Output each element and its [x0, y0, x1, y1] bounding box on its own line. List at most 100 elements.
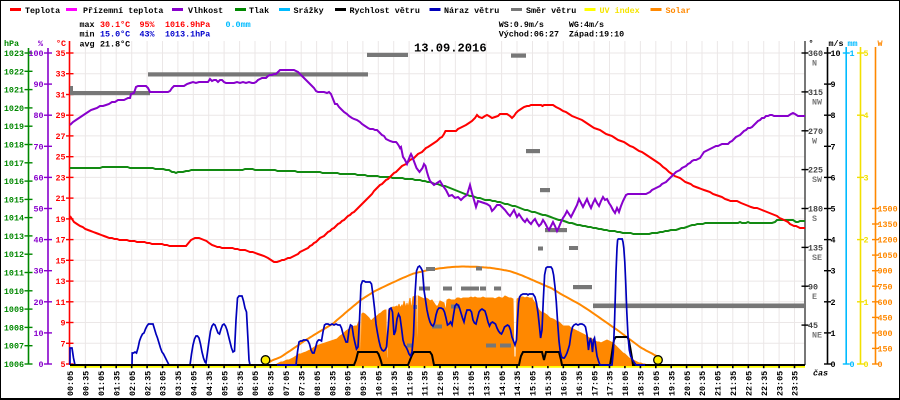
- svg-text:23:35: 23:35: [791, 371, 801, 396]
- svg-text:30: 30: [33, 267, 43, 277]
- svg-text:95%: 95%: [140, 20, 156, 30]
- svg-text:9: 9: [831, 80, 836, 90]
- svg-text:01:35: 01:35: [112, 371, 122, 396]
- svg-text:1018: 1018: [4, 140, 24, 150]
- svg-text:hPa: hPa: [4, 39, 19, 49]
- svg-text:Rychlost větru: Rychlost větru: [350, 6, 420, 16]
- svg-text:1022: 1022: [4, 67, 24, 77]
- svg-text:15: 15: [55, 256, 65, 266]
- svg-text:m/s: m/s: [829, 39, 844, 49]
- svg-text:06:35: 06:35: [267, 371, 277, 396]
- svg-text:17:35: 17:35: [606, 371, 616, 396]
- svg-text:09:05: 09:05: [344, 371, 354, 396]
- svg-text:33: 33: [55, 70, 65, 80]
- svg-text:1014: 1014: [4, 214, 24, 224]
- svg-text:12:05: 12:05: [436, 371, 446, 396]
- svg-text:300: 300: [878, 329, 893, 339]
- svg-text:%: %: [38, 39, 44, 49]
- svg-text:43%: 43%: [140, 30, 156, 40]
- svg-text:2: 2: [864, 236, 869, 246]
- svg-text:W: W: [878, 39, 884, 49]
- svg-text:100: 100: [28, 49, 43, 59]
- svg-text:08:05: 08:05: [313, 371, 323, 396]
- svg-text:20:05: 20:05: [683, 371, 693, 396]
- svg-text:70: 70: [33, 142, 43, 152]
- svg-text:1350: 1350: [878, 220, 898, 230]
- svg-text:900: 900: [878, 267, 893, 277]
- svg-text:UV index: UV index: [600, 6, 640, 16]
- svg-text:02:05: 02:05: [128, 371, 138, 396]
- svg-text:1008: 1008: [4, 323, 24, 333]
- svg-text:60: 60: [33, 173, 43, 183]
- svg-text:Východ:06:27: Východ:06:27: [499, 30, 559, 40]
- svg-text:15:05: 15:05: [529, 371, 539, 396]
- svg-text:4: 4: [831, 236, 836, 246]
- svg-text:360: 360: [808, 49, 823, 59]
- svg-text:27: 27: [55, 132, 65, 142]
- svg-text:Tlak: Tlak: [249, 6, 269, 16]
- svg-text:1500: 1500: [878, 205, 898, 215]
- svg-text:22:05: 22:05: [745, 371, 755, 396]
- svg-text:23:05: 23:05: [775, 371, 785, 396]
- svg-text:0: 0: [864, 360, 869, 370]
- svg-text:750: 750: [878, 282, 893, 292]
- svg-text:25: 25: [55, 153, 65, 163]
- svg-text:NW: NW: [812, 97, 823, 107]
- svg-text:1: 1: [850, 49, 855, 59]
- svg-text:10:35: 10:35: [390, 371, 400, 396]
- svg-text:mm: mm: [848, 39, 858, 49]
- svg-text:1009: 1009: [4, 305, 24, 315]
- svg-text:90: 90: [33, 80, 43, 90]
- svg-text:1006: 1006: [4, 360, 24, 370]
- svg-text:21.8°C: 21.8°C: [100, 39, 130, 49]
- svg-text:Přízemní teplota: Přízemní teplota: [83, 6, 163, 16]
- svg-text:1015: 1015: [4, 195, 24, 205]
- svg-text:01:05: 01:05: [97, 371, 107, 396]
- svg-text:600: 600: [878, 298, 893, 308]
- svg-text:Vlhkost: Vlhkost: [188, 6, 223, 16]
- svg-text:11:35: 11:35: [421, 371, 431, 396]
- svg-text:1023: 1023: [4, 49, 24, 59]
- svg-text:180: 180: [808, 205, 823, 215]
- svg-text:30.1°C: 30.1°C: [100, 20, 130, 30]
- svg-text:E: E: [812, 292, 817, 302]
- svg-text:02:35: 02:35: [143, 371, 153, 396]
- svg-text:11: 11: [55, 298, 65, 308]
- svg-text:WG:4m/s: WG:4m/s: [569, 20, 604, 30]
- svg-text:0.0mm: 0.0mm: [226, 20, 251, 30]
- svg-text:0: 0: [831, 360, 836, 370]
- svg-text:1050: 1050: [878, 251, 898, 261]
- svg-text:16:05: 16:05: [560, 371, 570, 396]
- svg-text:135: 135: [808, 243, 823, 253]
- svg-text:SW: SW: [812, 175, 823, 185]
- svg-text:29: 29: [55, 111, 65, 121]
- svg-text:Teplota: Teplota: [25, 6, 60, 16]
- svg-text:40: 40: [33, 236, 43, 246]
- svg-text:35: 35: [55, 49, 65, 59]
- svg-text:10:05: 10:05: [375, 371, 385, 396]
- svg-text:1: 1: [864, 298, 869, 308]
- svg-text:9: 9: [60, 319, 65, 329]
- svg-text:5: 5: [831, 205, 836, 215]
- svg-text:15.0°C: 15.0°C: [100, 30, 130, 40]
- svg-text:S: S: [812, 214, 817, 224]
- svg-text:°: °: [809, 39, 814, 49]
- svg-text:19: 19: [55, 215, 65, 225]
- svg-text:05:05: 05:05: [220, 371, 230, 396]
- svg-text:1012: 1012: [4, 250, 24, 260]
- svg-text:1013.1hPa: 1013.1hPa: [165, 30, 210, 40]
- svg-text:Směr větru: Směr větru: [526, 6, 576, 16]
- svg-text:14:35: 14:35: [513, 371, 523, 396]
- svg-text:Srážky: Srážky: [294, 6, 324, 16]
- svg-text:1011: 1011: [4, 269, 24, 279]
- svg-text:avg: avg: [80, 39, 95, 49]
- svg-text:19:05: 19:05: [652, 371, 662, 396]
- svg-text:315: 315: [808, 88, 823, 98]
- svg-text:13.09.2016: 13.09.2016: [414, 42, 487, 56]
- svg-text:3: 3: [831, 267, 836, 277]
- svg-text:21:05: 21:05: [714, 371, 724, 396]
- svg-text:°C: °C: [56, 39, 66, 49]
- svg-text:1200: 1200: [878, 236, 898, 246]
- svg-text:5: 5: [60, 360, 65, 370]
- svg-text:Západ:19:10: Západ:19:10: [569, 30, 624, 40]
